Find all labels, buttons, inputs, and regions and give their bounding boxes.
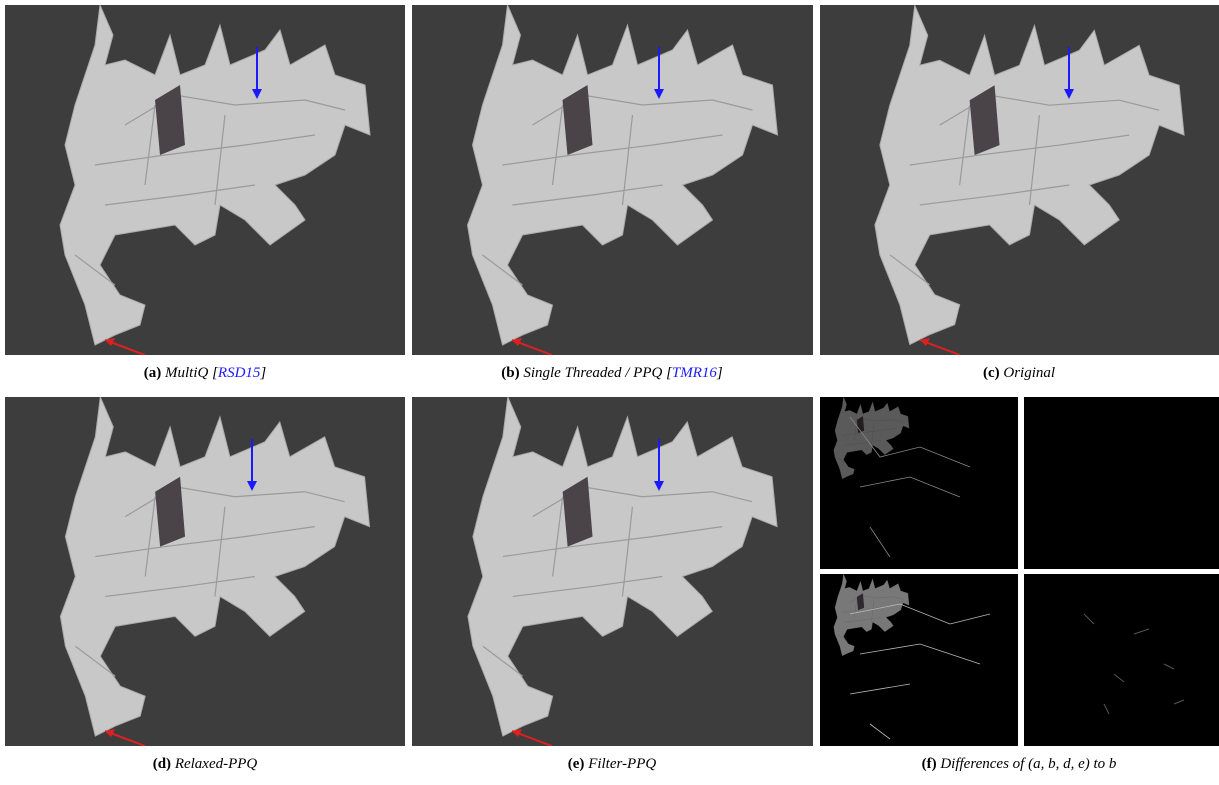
caption-text: Single Threaded / PPQ [	[523, 365, 672, 381]
diff-image	[1024, 574, 1219, 746]
caption: (c) Original	[819, 365, 1219, 382]
caption-text: Filter-PPQ	[588, 756, 656, 772]
caption-text-wrap: Single Threaded / PPQ [TMR16]	[523, 365, 722, 381]
caption-label: (b)	[501, 365, 519, 381]
diff-image	[820, 397, 1018, 569]
caption: (b) Single Threaded / PPQ [TMR16]	[412, 365, 812, 382]
caption: (f) Differences of (a, b, d, e) to b	[819, 756, 1219, 773]
caption-text: Original	[1003, 365, 1055, 381]
caption: (d) Relaxed-PPQ	[5, 756, 405, 773]
caption-text-wrap: Filter-PPQ	[588, 756, 656, 772]
caption-text-wrap: Differences of (a, b, d, e) to b	[940, 756, 1116, 772]
diff-image	[1024, 397, 1219, 569]
caption-label: (c)	[983, 365, 1000, 381]
render-panel	[412, 397, 813, 746]
caption-bracket: ]	[260, 365, 266, 381]
render-panel	[5, 397, 405, 746]
caption-label: (a)	[144, 365, 162, 381]
caption-label: (d)	[153, 756, 171, 772]
caption-label: (f)	[922, 756, 937, 772]
caption-label: (e)	[568, 756, 585, 772]
render-panel	[820, 5, 1219, 355]
caption-text-wrap: Relaxed-PPQ	[175, 756, 257, 772]
figure: (a) MultiQ [RSD15](b) Single Threaded / …	[0, 0, 1219, 785]
caption-text-wrap: MultiQ [RSD15]	[165, 365, 266, 381]
render-panel	[412, 5, 813, 355]
caption: (a) MultiQ [RSD15]	[5, 365, 405, 382]
caption-bracket: ]	[717, 365, 723, 381]
caption-text-wrap: Original	[1003, 365, 1055, 381]
caption-text: Differences of (a, b, d, e) to b	[940, 756, 1116, 772]
caption: (e) Filter-PPQ	[412, 756, 812, 773]
render-panel	[5, 5, 405, 355]
citation[interactable]: TMR16	[672, 365, 717, 381]
caption-text: MultiQ [	[165, 365, 218, 381]
caption-text: Relaxed-PPQ	[175, 756, 257, 772]
citation[interactable]: RSD15	[218, 365, 261, 381]
diff-image	[820, 574, 1018, 746]
